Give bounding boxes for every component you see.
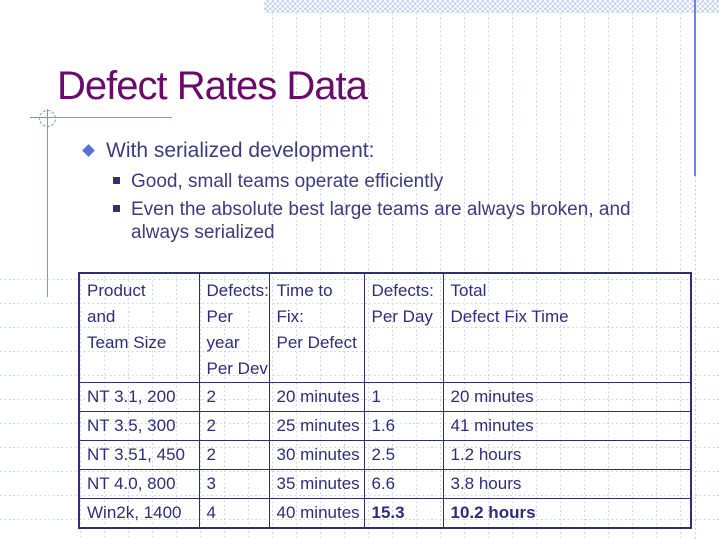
table-cell: 35 minutes — [268, 469, 365, 499]
bullet-level2-item: Even the absolute best large teams are a… — [113, 198, 673, 244]
table-cell: 2.5 — [363, 440, 444, 470]
top-decorative-bar — [264, 0, 719, 13]
table-cell: 6.6 — [363, 469, 444, 499]
title-underline-rule — [30, 117, 172, 118]
table-header-row: Product and Team Size Defects: Per year … — [78, 272, 692, 383]
table-cell: Win2k, 1400 — [78, 498, 200, 529]
title-vertical-rule — [47, 109, 48, 297]
bullet-level2-text: Even the absolute best large teams are a… — [131, 199, 631, 243]
table-cell: 20 minutes — [442, 382, 692, 412]
table-cell: 20 minutes — [268, 382, 365, 412]
table-cell: 15.3 — [363, 498, 444, 529]
bullet-level2-text: Good, small teams operate efficiently — [131, 171, 444, 192]
square-bullet-icon — [113, 177, 120, 184]
header-cell: Total Defect Fix Time — [442, 272, 692, 383]
table-cell: 30 minutes — [268, 440, 365, 470]
diamond-bullet-icon — [82, 144, 95, 157]
table-cell: 1.6 — [363, 411, 444, 441]
bullet-level2-item: Good, small teams operate efficiently — [113, 170, 673, 193]
table-cell: 2 — [198, 411, 270, 441]
table-cell: NT 3.1, 200 — [78, 382, 200, 412]
table-row: Win2k, 1400 4 40 minutes 15.3 10.2 hours — [78, 498, 692, 529]
table-cell: 41 minutes — [442, 411, 692, 441]
bullet-level1-text: With serialized development: — [106, 139, 375, 162]
table-cell: NT 3.51, 450 — [78, 440, 200, 470]
table-row: NT 4.0, 800 3 35 minutes 6.6 3.8 hours — [78, 469, 692, 499]
header-cell: Defects: Per Day — [363, 272, 444, 383]
header-cell: Defects: Per year Per Dev — [198, 272, 270, 383]
table-row: NT 3.5, 300 2 25 minutes 1.6 41 minutes — [78, 411, 692, 441]
right-margin-line-dotted — [695, 176, 696, 539]
table-cell: 40 minutes — [268, 498, 365, 529]
table-cell: 25 minutes — [268, 411, 365, 441]
table-cell: 10.2 hours — [442, 498, 692, 529]
table-cell: 2 — [198, 382, 270, 412]
crosshair-icon — [39, 110, 56, 127]
header-cell: Product and Team Size — [78, 272, 200, 383]
right-margin-line — [694, 0, 696, 176]
table-cell: 3 — [198, 469, 270, 499]
table-row: NT 3.51, 450 2 30 minutes 2.5 1.2 hours — [78, 440, 692, 470]
table-cell: 1.2 hours — [442, 440, 692, 470]
table-row: NT 3.1, 200 2 20 minutes 1 20 minutes — [78, 382, 692, 412]
table-cell: 3.8 hours — [442, 469, 692, 499]
table-cell: NT 3.5, 300 — [78, 411, 200, 441]
page-title: Defect Rates Data — [57, 64, 368, 108]
header-cell: Time to Fix: Per Defect — [268, 272, 365, 383]
square-bullet-icon — [113, 205, 120, 212]
defect-rates-table: Product and Team Size Defects: Per year … — [78, 272, 692, 529]
table-cell: NT 4.0, 800 — [78, 469, 200, 499]
table-cell: 1 — [363, 382, 444, 412]
table-cell: 2 — [198, 440, 270, 470]
table-cell: 4 — [198, 498, 270, 529]
bullet-level1: With serialized development: — [82, 139, 375, 163]
